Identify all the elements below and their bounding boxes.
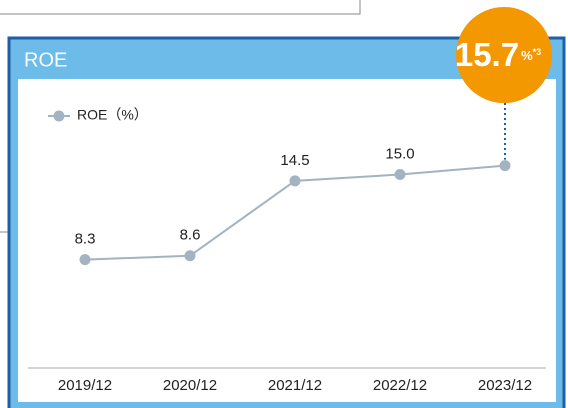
x-tick-label: 2020/12 <box>163 377 217 394</box>
highlight-note: *3 <box>533 47 542 57</box>
value-label: 8.6 <box>180 227 201 244</box>
previous-panel <box>0 0 361 15</box>
legend-label: ROE（%） <box>77 107 148 123</box>
x-tick-label: 2022/12 <box>373 377 427 394</box>
panel-title: ROE <box>24 49 67 71</box>
point <box>79 254 91 266</box>
x-tick-label: 2019/12 <box>58 377 112 394</box>
highlight-number: 15.7 <box>455 36 519 73</box>
x-tick-label: 2021/12 <box>268 377 322 394</box>
point <box>184 250 196 262</box>
point <box>394 169 406 180</box>
legend-marker <box>53 110 65 122</box>
value-label: 8.3 <box>75 231 96 248</box>
highlight-unit: % <box>521 48 533 63</box>
value-label: 14.5 <box>280 152 309 169</box>
point <box>499 160 511 172</box>
plot-area <box>18 79 556 402</box>
value-label: 15.0 <box>385 145 414 162</box>
highlight-bubble <box>456 7 552 103</box>
x-tick-label: 2023/12 <box>478 377 532 394</box>
highlight-value: 15.7 %*3 <box>455 36 541 73</box>
point <box>289 175 301 187</box>
